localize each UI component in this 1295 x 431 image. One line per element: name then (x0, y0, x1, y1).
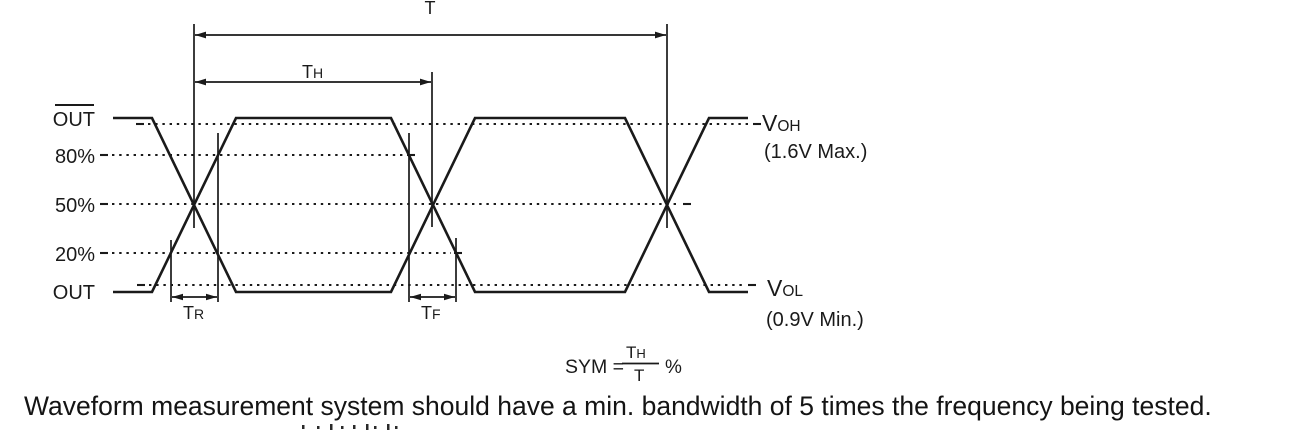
footer-note: Waveform measurement system should have … (24, 391, 1212, 421)
th-arrowhead-left-icon (195, 78, 206, 86)
th-arrowhead-right-icon (420, 78, 431, 86)
vol-label: VOL (767, 275, 803, 301)
cropped-text-artifact (302, 424, 398, 430)
tr-label: TR (183, 303, 204, 323)
voh-label-group: VOH (1.6V Max.) (762, 110, 867, 163)
out-trace (113, 116, 748, 294)
tf-arrowhead-right-icon (444, 293, 455, 301)
t-arrowhead-right-icon (655, 31, 666, 39)
tf-arrowhead-left-icon (410, 293, 421, 301)
tr-arrowhead-right-icon (206, 293, 217, 301)
left-labels: OUT 80% 50% 20% OUT (53, 104, 95, 304)
formula-lhs: SYM = (565, 356, 624, 378)
t-arrowhead-left-icon (195, 31, 206, 39)
rise-time-dimension: TR (170, 133, 219, 323)
formula-numerator: TH (626, 343, 646, 362)
tf-label: TF (421, 303, 441, 323)
level-80-label: 80% (55, 146, 95, 168)
t-label: T (425, 0, 436, 18)
out-label: OUT (53, 282, 95, 304)
period-dimension: T (193, 0, 668, 228)
tr-arrowhead-left-icon (172, 293, 183, 301)
voh-note: (1.6V Max.) (764, 141, 867, 163)
high-time-dimension: TH (195, 62, 433, 227)
th-label: TH (302, 62, 323, 82)
formula-percent: % (665, 357, 682, 378)
vol-label-group: VOL (0.9V Min.) (766, 275, 864, 331)
level-50-label: 50% (55, 195, 95, 217)
level-20-label: 20% (55, 244, 95, 266)
vol-note: (0.9V Min.) (766, 309, 864, 331)
fall-time-dimension: TF (408, 133, 457, 323)
formula-denominator: T (634, 366, 644, 385)
symmetry-formula: SYM = TH T % (565, 343, 682, 385)
out-bar-label: OUT (53, 109, 95, 131)
voh-label: VOH (762, 110, 801, 136)
